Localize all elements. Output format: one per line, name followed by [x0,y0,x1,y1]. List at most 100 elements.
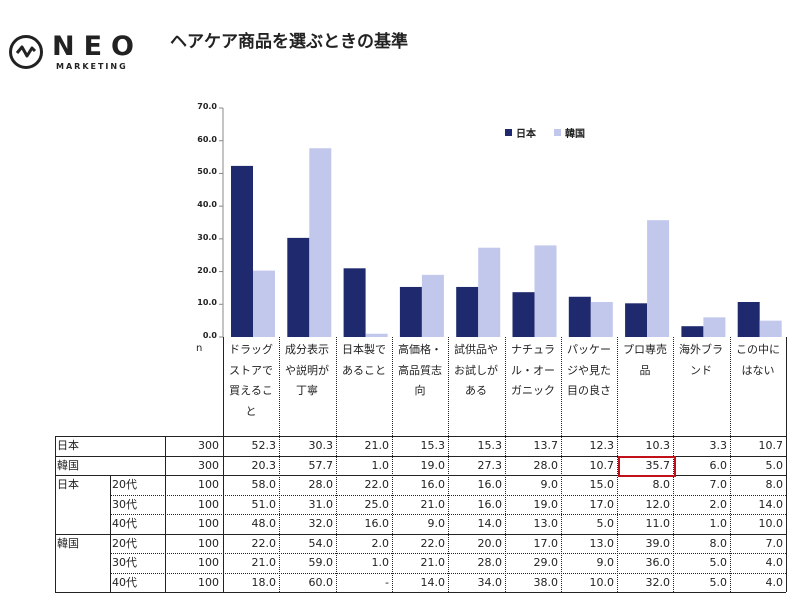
table-cell: 27.3 [477,458,503,472]
column-divider [223,337,224,592]
table-cell: 10.7 [589,458,615,472]
row-n: 100 [198,478,219,491]
row-divider [110,514,786,515]
table-cell: 15.3 [420,439,446,452]
column-header-line: ある [465,384,487,397]
column-divider [673,337,674,592]
table-cell: 7.0 [709,478,728,491]
bar-japan [231,165,253,337]
table-cell: 25.0 [364,497,390,511]
row-n: 100 [198,497,219,511]
table-cell: 12.0 [645,497,671,511]
bar-chart [219,107,782,338]
column-divider [448,337,449,592]
bar-korea [478,247,501,337]
table-cell: 21.0 [251,556,277,569]
column-header: パッケー ジや見た 目の良さ [561,340,617,402]
table-cell: 9.0 [596,556,615,569]
bar-japan [399,286,422,337]
y-tick-label: 10.0 [197,298,217,308]
column-header-line: ストアで [229,363,273,377]
table-cell: 21.0 [364,439,390,452]
legend-swatch-japan [505,129,512,136]
column-header-line: 海外ブラ [679,343,723,356]
y-tick-label: 50.0 [197,167,217,177]
column-header-line: や説明が [285,363,329,377]
table-cell: 5.0 [709,575,728,589]
table-cell: 4.0 [765,575,784,589]
n-header: n [196,343,203,354]
column-header-line: 向 [414,384,426,397]
column-header-line: 買えるこ [229,384,273,397]
column-header-line: プロ専売 [623,343,667,356]
table-cell: 16.0 [477,478,503,491]
table-cell: 10.3 [645,439,671,452]
table-cell: 48.0 [251,517,277,530]
table-cell: 28.0 [533,458,559,472]
row-age-label: 20代 [112,478,137,491]
table-cell: 6.0 [709,458,728,472]
table-cell: 3.3 [709,439,728,452]
table-cell: 60.0 [308,575,334,589]
table-cell: 20.0 [477,536,503,550]
table-cell: 1.0 [709,517,728,530]
table-cell: 21.0 [420,556,446,569]
table-cell: 19.0 [533,497,559,511]
column-header-line: 成分表示 [285,343,329,356]
bar-japan [512,292,535,337]
bar-korea [534,245,557,337]
table-cell: 58.0 [251,478,277,491]
table-cell: 1.0 [371,458,390,472]
table-cell: 8.0 [652,478,671,491]
table-cell: 38.0 [533,575,559,589]
legend-label-korea: 韓国 [565,129,585,140]
bar-korea [759,320,782,337]
logo-subtitle: MARKETING [56,62,128,71]
row-divider [55,475,786,476]
column-header-line: あること [342,363,386,377]
column-header-line: 目の良さ [567,384,611,397]
y-tick-label: 40.0 [197,200,217,210]
y-tick-label: 0.0 [202,331,217,340]
column-header: この中に はない [730,340,786,381]
table-cell: 34.0 [477,575,503,589]
column-divider [786,337,787,592]
bar-korea [703,317,726,337]
column-divider [617,337,618,592]
column-divider [336,337,337,592]
table-cell: 14.0 [477,517,503,530]
bar-korea [309,148,332,337]
y-tick-label: 30.0 [197,232,217,242]
y-tick-label: 20.0 [197,265,217,275]
table-bottom-border [55,592,786,593]
table-cell: 32.0 [308,517,334,530]
table-cell: 18.0 [251,575,277,589]
row-divider [55,533,786,535]
column-header-line: 試供品や [454,343,498,356]
column-header: 海外ブラ ンド [673,340,729,381]
row-age-label: 30代 [112,556,137,569]
row-group-label: 韓国 [57,458,79,472]
column-header: 試供品や お試しが ある [448,340,504,402]
table-cell: 21.0 [420,497,446,511]
bar-japan [681,326,704,337]
row-divider [110,494,786,496]
table-cell: 16.0 [364,517,390,530]
legend-label-japan: 日本 [516,129,536,140]
table-cell: 11.0 [645,517,671,530]
row-age-label: 40代 [112,517,137,530]
highlight-box [618,456,676,477]
table-cell: 16.0 [420,478,446,491]
table-cell: 8.0 [765,478,784,491]
table-cell: 5.0 [709,556,728,569]
table-cell: 16.0 [477,497,503,511]
table-left-border [55,436,56,592]
table-cell: 22.0 [420,536,446,550]
column-header-line: パッケー [567,343,611,356]
row-n: 100 [198,536,219,550]
table-cell: 4.0 [765,556,784,569]
table-cell: 51.0 [251,497,277,511]
column-divider [730,337,731,592]
table-cell: 5.0 [765,458,784,472]
table-cell: 1.0 [371,556,390,569]
